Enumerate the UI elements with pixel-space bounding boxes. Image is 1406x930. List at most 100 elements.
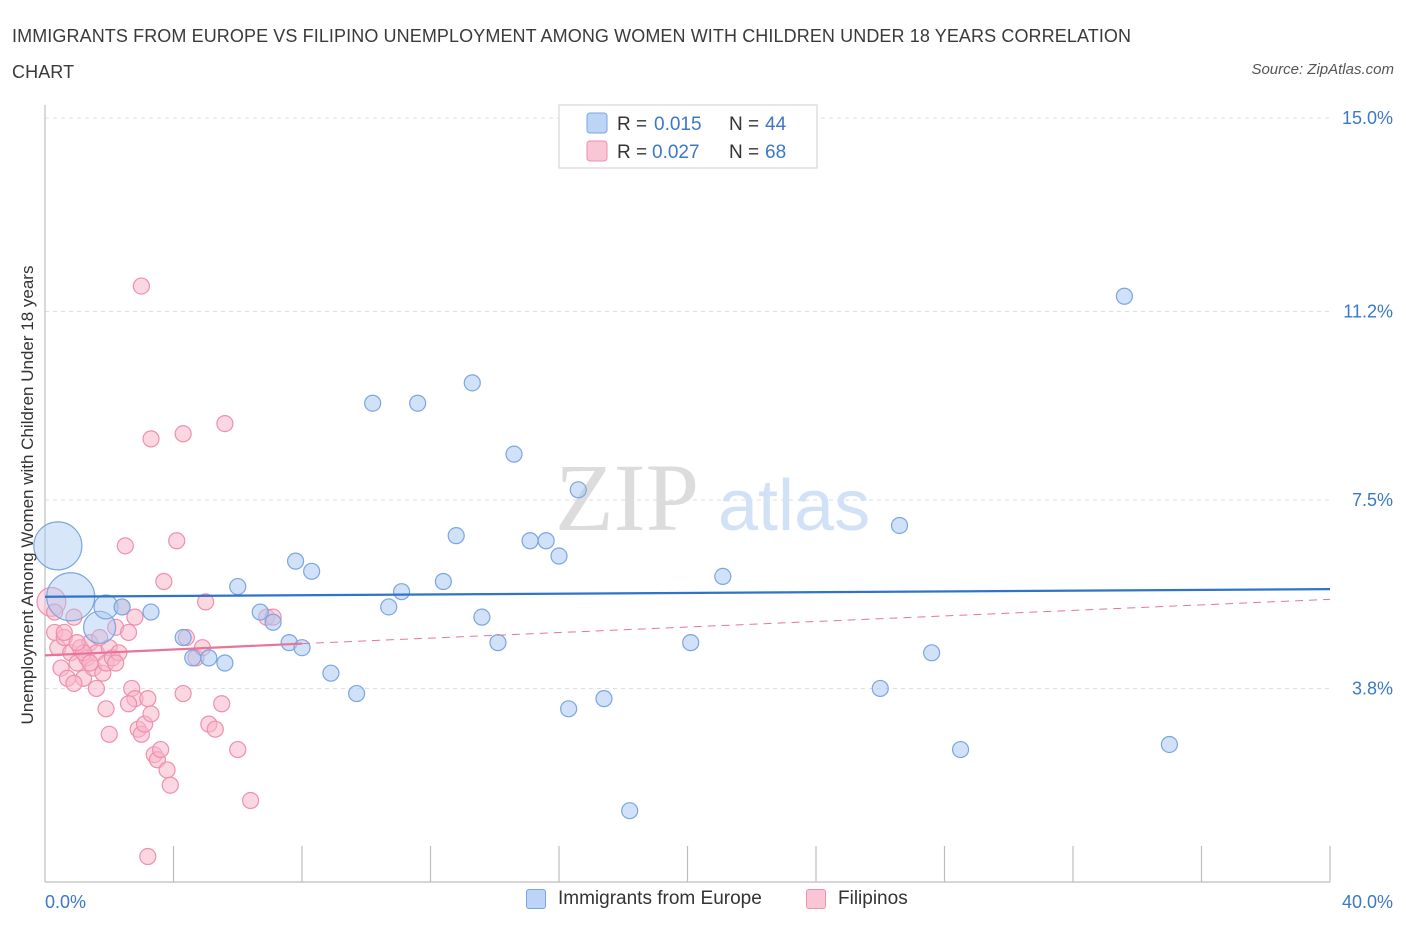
- europe-point: [392, 583, 411, 601]
- bottom-legend-swatch-filipinos: [806, 889, 826, 909]
- filipinos-points: [36, 277, 282, 866]
- source-label: Source: ZipAtlas.com: [1251, 61, 1394, 78]
- europe-trend-line: [44, 588, 1331, 598]
- europe-point: [216, 654, 234, 672]
- filipinos-point: [65, 674, 83, 692]
- europe-point: [595, 690, 613, 708]
- europe-point: [322, 664, 340, 682]
- europe-point: [473, 608, 491, 626]
- europe-point: [434, 572, 452, 591]
- europe-point: [569, 481, 587, 499]
- europe-point: [286, 552, 305, 570]
- filipinos-point: [107, 654, 125, 672]
- filipinos-point: [174, 425, 192, 443]
- legend-n-value-europe: 44: [765, 114, 787, 135]
- europe-point: [621, 802, 639, 820]
- bottom-legend-europe[interactable]: Immigrants from Europe: [526, 888, 762, 910]
- filipinos-point: [139, 847, 157, 866]
- filipinos-point: [142, 705, 160, 723]
- legend-r-label-europe: R =: [617, 114, 647, 135]
- legend-n-label-filipinos: N =: [729, 142, 759, 163]
- europe-point: [113, 598, 131, 616]
- legend-r-value-europe: 0.015: [654, 114, 702, 135]
- europe-point: [303, 562, 321, 580]
- filipinos-point: [155, 572, 173, 591]
- europe-points: [33, 287, 1178, 820]
- filipinos-point: [119, 695, 138, 713]
- filipinos-point: [206, 720, 224, 738]
- filipinos-point: [229, 740, 247, 759]
- legend-swatch-europe: [586, 112, 608, 134]
- bottom-legend-label-europe: Immigrants from Europe: [558, 888, 762, 909]
- filipinos-point: [126, 608, 144, 626]
- europe-point: [550, 547, 568, 565]
- filipinos-point: [116, 537, 134, 555]
- europe-point: [251, 603, 269, 621]
- europe-point: [489, 634, 507, 652]
- europe-point: [560, 700, 578, 718]
- filipinos-point: [81, 654, 99, 672]
- europe-point: [682, 634, 700, 652]
- europe-point: [293, 639, 311, 657]
- filipinos-point: [216, 415, 234, 433]
- bottom-legend: Immigrants from Europe Filipinos: [0, 888, 1406, 918]
- europe-point: [951, 740, 970, 759]
- europe-point: [264, 613, 282, 631]
- filipinos-point: [119, 623, 138, 642]
- filipinos-point: [100, 725, 118, 743]
- europe-point: [714, 567, 732, 586]
- grid: [45, 117, 1330, 689]
- europe-point: [463, 374, 481, 392]
- europe-point: [1115, 287, 1134, 305]
- legend-r-value-filipinos: 0.027: [652, 142, 700, 163]
- x-tick-label-max: 40.0%: [1342, 892, 1393, 912]
- legend: R = 0.015 N = 44 R = 0.027 N = 68: [558, 104, 818, 169]
- filipinos-point: [68, 634, 86, 652]
- europe-point: [364, 394, 382, 412]
- y-axis-label: Unemployment Among Women with Children U…: [18, 266, 37, 725]
- y-tick-label: 15.0%: [1342, 108, 1393, 128]
- x-tick-label-min: 0.0%: [45, 892, 86, 912]
- filipinos-point: [87, 679, 106, 698]
- watermark-atlas: atlas: [718, 466, 870, 546]
- europe-point: [923, 644, 941, 662]
- europe-point: [890, 516, 909, 535]
- legend-r-label-filipinos: R =: [617, 142, 647, 163]
- tick-labels: 3.8% 7.5% 11.2% 15.0% 0.0% 40.0%: [45, 108, 1393, 912]
- chart-title: IMMIGRANTS FROM EUROPE VS FILIPINO UNEMP…: [12, 26, 1132, 82]
- axes: [44, 105, 1331, 883]
- bottom-legend-filipinos[interactable]: Filipinos: [806, 888, 908, 910]
- europe-point: [174, 628, 192, 647]
- europe-point: [521, 532, 539, 550]
- trend-lines: [44, 588, 1331, 657]
- europe-point: [537, 532, 555, 550]
- legend-n-value-filipinos: 68: [765, 142, 786, 163]
- filipinos-point: [97, 700, 115, 718]
- bottom-legend-label-filipinos: Filipinos: [838, 888, 908, 909]
- filipinos-trend-line: [44, 642, 303, 657]
- europe-point: [505, 445, 523, 463]
- filipinos-point: [197, 593, 215, 611]
- filipinos-point: [142, 430, 160, 448]
- legend-n-label-europe: N =: [729, 114, 759, 135]
- europe-point: [409, 394, 427, 412]
- filipinos-point: [132, 277, 150, 295]
- europe-point: [380, 598, 398, 616]
- filipinos-point: [139, 690, 157, 708]
- filipinos-point: [168, 532, 186, 550]
- legend-swatch-filipinos: [586, 140, 608, 162]
- europe-point: [33, 521, 83, 571]
- europe-point: [229, 577, 247, 596]
- filipinos-point: [161, 776, 179, 794]
- filipinos-point: [55, 623, 73, 642]
- filipinos-point: [158, 761, 176, 779]
- filipinos-trend-extension: [301, 598, 1331, 645]
- europe-point: [142, 603, 160, 621]
- y-tick-label: 3.8%: [1352, 678, 1393, 698]
- filipinos-point: [174, 684, 192, 703]
- europe-point: [1160, 735, 1178, 754]
- filipinos-point: [213, 695, 231, 713]
- europe-point: [447, 527, 465, 545]
- bottom-legend-swatch-europe: [526, 889, 546, 909]
